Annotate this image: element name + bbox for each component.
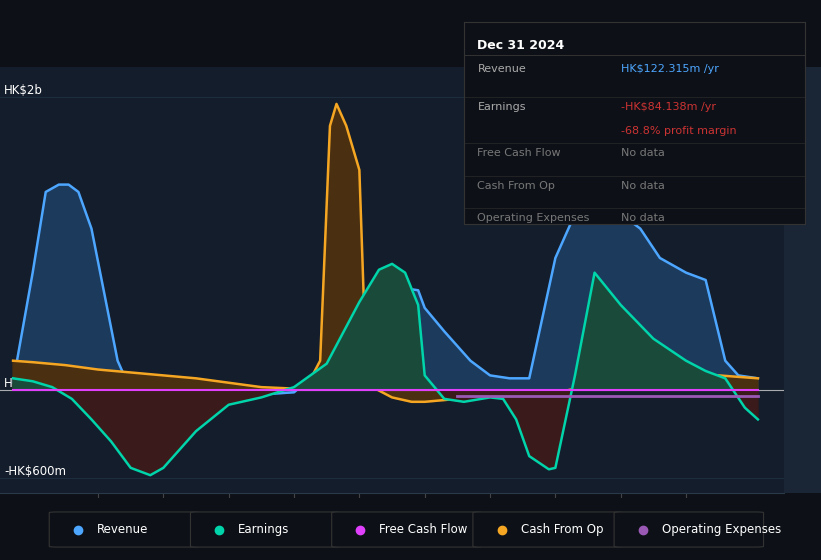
Text: HK$2b: HK$2b bbox=[4, 83, 43, 96]
Text: Free Cash Flow: Free Cash Flow bbox=[478, 148, 561, 158]
Text: Dec 31 2024: Dec 31 2024 bbox=[478, 39, 565, 52]
Text: No data: No data bbox=[621, 181, 664, 191]
FancyBboxPatch shape bbox=[614, 512, 764, 547]
Text: -HK$600m: -HK$600m bbox=[4, 465, 66, 478]
Text: HK$122.315m /yr: HK$122.315m /yr bbox=[621, 64, 718, 74]
Text: Revenue: Revenue bbox=[97, 523, 149, 536]
FancyBboxPatch shape bbox=[332, 512, 481, 547]
FancyBboxPatch shape bbox=[49, 512, 199, 547]
Text: HK$0: HK$0 bbox=[4, 377, 35, 390]
Text: No data: No data bbox=[621, 148, 664, 158]
Text: Operating Expenses: Operating Expenses bbox=[478, 213, 589, 223]
Text: Cash From Op: Cash From Op bbox=[521, 523, 603, 536]
Text: No data: No data bbox=[621, 213, 664, 223]
Text: Free Cash Flow: Free Cash Flow bbox=[379, 523, 468, 536]
Text: -68.8% profit margin: -68.8% profit margin bbox=[621, 126, 736, 136]
FancyBboxPatch shape bbox=[190, 512, 340, 547]
Text: Earnings: Earnings bbox=[238, 523, 290, 536]
Text: Cash From Op: Cash From Op bbox=[478, 181, 555, 191]
Text: Earnings: Earnings bbox=[478, 102, 526, 112]
FancyBboxPatch shape bbox=[473, 512, 622, 547]
Text: Operating Expenses: Operating Expenses bbox=[662, 523, 781, 536]
Text: Revenue: Revenue bbox=[478, 64, 526, 74]
Text: -HK$84.138m /yr: -HK$84.138m /yr bbox=[621, 102, 716, 112]
